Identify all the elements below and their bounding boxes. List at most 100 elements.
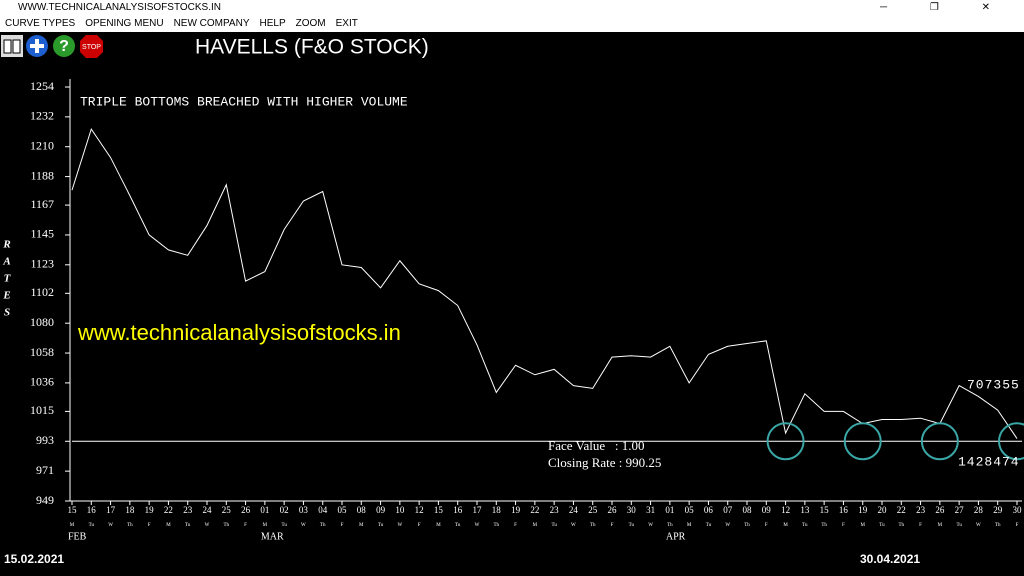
weekday-label: W (205, 523, 210, 528)
weekday-label: Tu (956, 523, 962, 528)
highlight-circle (998, 422, 1024, 461)
menu-item[interactable]: HELP (259, 18, 286, 29)
highlight-circle (920, 422, 959, 461)
x-tick-label: 16 (87, 505, 97, 515)
x-tick-label: 16 (453, 505, 463, 515)
weekday-label: Th (224, 523, 230, 528)
weekday-label: M (436, 523, 441, 528)
weekday-label: F (1016, 523, 1019, 528)
weekday-label: W (725, 523, 730, 528)
weekday-label: W (976, 523, 981, 528)
svg-text:?: ? (59, 38, 69, 55)
x-tick-label: 01 (260, 505, 269, 515)
x-tick-label: 12 (415, 505, 424, 515)
y-axis-label: E (2, 290, 10, 302)
price-line (71, 127, 1018, 439)
weekday-label: W (648, 523, 653, 528)
x-tick-label: 09 (762, 505, 772, 515)
weekday-label: Th (744, 523, 750, 528)
y-tick-label: 1254 (30, 79, 54, 93)
x-tick-label: 30 (1013, 505, 1023, 515)
end-date: 30.04.2021 (860, 552, 920, 566)
weekday-label: Th (995, 523, 1001, 528)
x-tick-label: 30 (627, 505, 637, 515)
x-tick-label: 27 (955, 505, 965, 515)
weekday-label: W (571, 523, 576, 528)
highlight-circle (843, 422, 882, 461)
x-tick-label: 13 (800, 505, 810, 515)
weekday-label: M (938, 523, 943, 528)
weekday-label: F (611, 523, 614, 528)
weekday-label: Tu (802, 523, 808, 528)
x-tick-label: 12 (781, 505, 790, 515)
weekday-label: M (860, 523, 865, 528)
x-tick-label: 22 (530, 505, 539, 515)
weekday-label: Th (821, 523, 827, 528)
start-date: 15.02.2021 (4, 552, 64, 566)
x-tick-label: 26 (608, 505, 618, 515)
x-tick-label: 05 (338, 505, 348, 515)
weekday-label: W (301, 523, 306, 528)
y-tick-label: 993 (36, 433, 54, 447)
y-axis-label: T (4, 273, 12, 285)
weekday-label: Th (899, 523, 905, 528)
x-tick-label: 19 (858, 505, 868, 515)
y-tick-label: 1167 (30, 197, 54, 211)
x-tick-label: 19 (511, 505, 521, 515)
month-label: FEB (68, 531, 87, 542)
x-tick-label: 05 (685, 505, 695, 515)
x-tick-label: 25 (588, 505, 598, 515)
menu-item[interactable]: ZOOM (295, 18, 326, 29)
weekday-label: W (397, 523, 402, 528)
y-tick-label: 971 (36, 463, 54, 477)
menu-item[interactable]: NEW COMPANY (173, 18, 250, 29)
menu-item[interactable]: OPENING MENU (85, 18, 164, 29)
x-tick-label: 22 (897, 505, 906, 515)
y-tick-label: 1036 (30, 375, 54, 389)
info-line: Closing Rate : 990.25 (548, 455, 661, 470)
highlight-circle (766, 422, 805, 461)
y-tick-label: 949 (36, 493, 54, 507)
watermark: www.technicalanalysisofstocks.in (77, 320, 401, 345)
x-tick-label: 28 (974, 505, 984, 515)
svg-text:STOP: STOP (82, 44, 101, 51)
chart-title: HAVELLS (F&O STOCK) (195, 36, 429, 59)
x-tick-label: 23 (550, 505, 560, 515)
weekday-label: F (842, 523, 845, 528)
weekday-label: M (533, 523, 538, 528)
x-tick-label: 15 (820, 505, 830, 515)
x-tick-label: 29 (993, 505, 1003, 515)
x-tick-label: 25 (222, 505, 232, 515)
y-tick-label: 1058 (30, 345, 54, 359)
menu-item[interactable]: EXIT (335, 18, 358, 29)
weekday-label: F (244, 523, 247, 528)
x-tick-label: 08 (743, 505, 753, 515)
x-tick-label: 23 (916, 505, 926, 515)
weekday-label: M (687, 523, 692, 528)
weekday-label: F (514, 523, 517, 528)
x-tick-label: 24 (569, 505, 579, 515)
weekday-label: Tu (879, 523, 885, 528)
x-tick-label: 07 (723, 505, 733, 515)
menu-item[interactable]: CURVE TYPES (5, 18, 76, 29)
weekday-label: M (166, 523, 171, 528)
toolbar[interactable]: ? STOP (1, 35, 103, 58)
x-tick-label: 18 (125, 505, 135, 515)
window-controls[interactable]: ─ ❐ ✕ (880, 2, 1010, 13)
weekday-label: Tu (455, 523, 461, 528)
weekday-label: M (359, 523, 364, 528)
weekday-label: M (783, 523, 788, 528)
x-tick-label: 09 (376, 505, 386, 515)
weekday-label: W (108, 523, 113, 528)
weekday-label: Th (494, 523, 500, 528)
y-axis-label: A (2, 256, 10, 268)
x-tick-label: 18 (492, 505, 502, 515)
weekday-label: M (70, 523, 75, 528)
y-axis-label: R (2, 239, 10, 251)
x-tick-label: 03 (299, 505, 309, 515)
y-tick-label: 1015 (30, 403, 54, 417)
x-tick-label: 17 (473, 505, 483, 515)
weekday-label: Th (320, 523, 326, 528)
weekday-label: F (148, 523, 151, 528)
y-tick-label: 1232 (30, 109, 54, 123)
